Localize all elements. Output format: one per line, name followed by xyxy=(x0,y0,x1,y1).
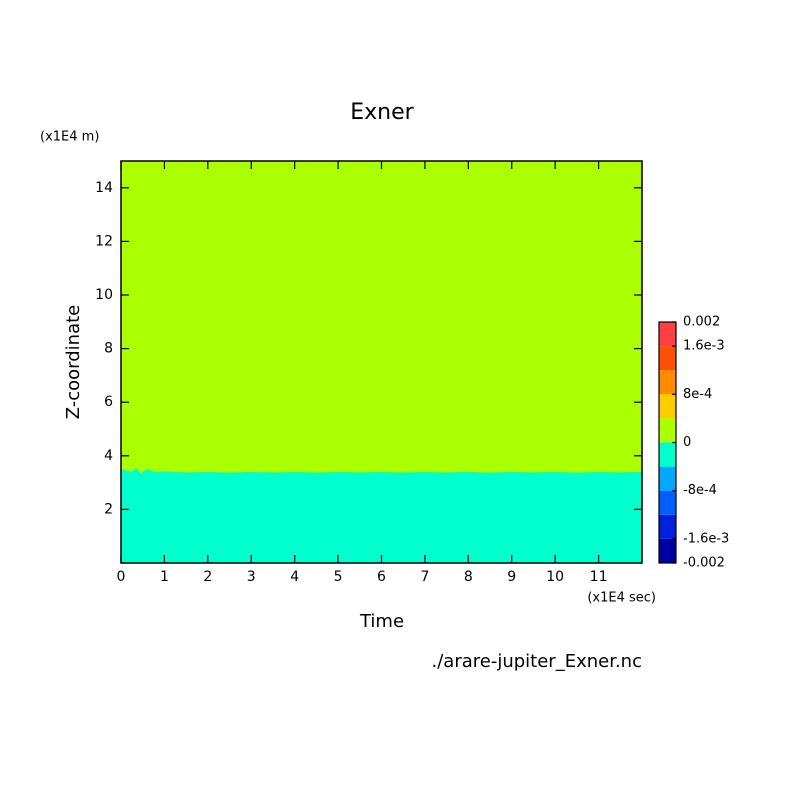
x-tick-label: 7 xyxy=(420,569,429,585)
colorbar-band xyxy=(659,322,676,347)
x-tick-label: 6 xyxy=(377,569,386,585)
x-tick-label: 3 xyxy=(247,569,256,585)
field-below xyxy=(121,467,642,563)
x-tick-label: 9 xyxy=(507,569,516,585)
colorbar-band xyxy=(659,370,676,395)
y-axis-label: Z-coordinate xyxy=(63,305,84,420)
x-tick-label: 4 xyxy=(290,569,299,585)
colorbar-tick-label: 8e-4 xyxy=(683,387,712,402)
chart-title: Exner xyxy=(350,100,414,125)
colorbar-tick-label: 0.002 xyxy=(683,315,720,330)
colorbar-band xyxy=(659,538,676,563)
y-tick-label: 12 xyxy=(95,233,113,249)
colorbar-tick-label: -1.6e-3 xyxy=(683,531,729,546)
x-unit: (x1E4 sec) xyxy=(587,591,656,606)
x-tick-label: 8 xyxy=(464,569,473,585)
colorbar-band xyxy=(659,394,676,419)
y-tick-label: 2 xyxy=(104,501,113,517)
y-tick-label: 10 xyxy=(95,287,113,303)
y-unit: (x1E4 m) xyxy=(40,130,99,145)
y-tick-label: 14 xyxy=(95,180,113,196)
colorbar-tick-label: -0.002 xyxy=(683,556,725,571)
y-tick-label: 8 xyxy=(104,341,113,357)
x-tick-label: 1 xyxy=(160,569,169,585)
colorbar-band xyxy=(659,514,676,539)
x-tick-label: 0 xyxy=(117,569,126,585)
colorbar-band xyxy=(659,490,676,515)
colorbar-tick-label: 0 xyxy=(683,435,691,450)
footnote: ./arare-jupiter_Exner.nc xyxy=(432,651,642,672)
x-tick-label: 2 xyxy=(203,569,212,585)
x-tick-label: 5 xyxy=(334,569,343,585)
colorbar-tick-label: 1.6e-3 xyxy=(683,339,725,354)
plot-area xyxy=(121,161,642,563)
colorbar-tick-label: -8e-4 xyxy=(683,483,717,498)
x-axis-label: Time xyxy=(359,611,404,632)
x-tick-label: 11 xyxy=(590,569,608,585)
colorbar-band xyxy=(659,418,676,443)
colorbar-band xyxy=(659,442,676,467)
y-tick-label: 4 xyxy=(104,448,113,464)
x-tick-label: 10 xyxy=(546,569,564,585)
colorbar-band xyxy=(659,346,676,371)
colorbar-band xyxy=(659,466,676,491)
y-tick-label: 6 xyxy=(104,394,113,410)
